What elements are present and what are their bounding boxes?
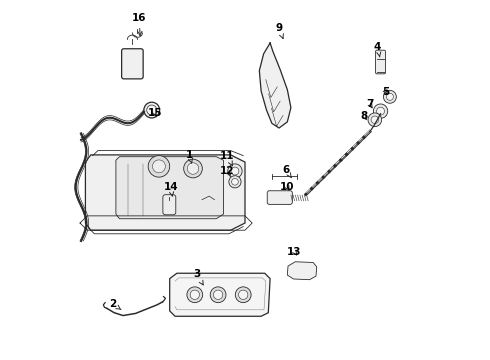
FancyBboxPatch shape [163,195,176,215]
Circle shape [371,116,379,123]
Polygon shape [170,273,270,316]
Text: 13: 13 [287,247,302,257]
Circle shape [148,156,170,177]
Polygon shape [85,155,245,230]
Circle shape [144,102,160,118]
Text: 2: 2 [109,299,121,310]
Circle shape [190,290,199,300]
Text: 16: 16 [132,13,147,36]
Text: 3: 3 [193,269,203,285]
Text: 10: 10 [280,182,294,192]
Text: 14: 14 [164,182,178,196]
Circle shape [228,164,242,178]
Circle shape [368,113,382,127]
FancyBboxPatch shape [375,50,386,74]
Text: 1: 1 [186,150,193,163]
Circle shape [231,167,239,175]
Text: 7: 7 [366,99,373,109]
Circle shape [229,176,241,188]
Circle shape [214,290,223,300]
Text: 12: 12 [220,166,234,176]
Text: 4: 4 [374,42,381,57]
Polygon shape [287,262,317,280]
Text: 5: 5 [382,87,390,97]
Text: 6: 6 [283,165,292,178]
Circle shape [232,179,238,185]
Text: 15: 15 [147,108,162,118]
Polygon shape [116,157,223,219]
Circle shape [152,160,166,173]
Circle shape [147,105,157,115]
FancyBboxPatch shape [122,49,143,79]
Circle shape [239,290,248,300]
Text: 11: 11 [220,150,234,166]
Circle shape [184,159,202,178]
Circle shape [187,163,199,174]
Circle shape [235,287,251,303]
Polygon shape [259,43,291,128]
Text: 9: 9 [275,23,283,39]
FancyBboxPatch shape [267,191,293,204]
Circle shape [386,93,393,100]
Circle shape [383,90,396,103]
Text: 8: 8 [361,111,368,121]
Circle shape [373,104,388,118]
Circle shape [187,287,203,303]
Circle shape [210,287,226,303]
Circle shape [377,107,385,115]
